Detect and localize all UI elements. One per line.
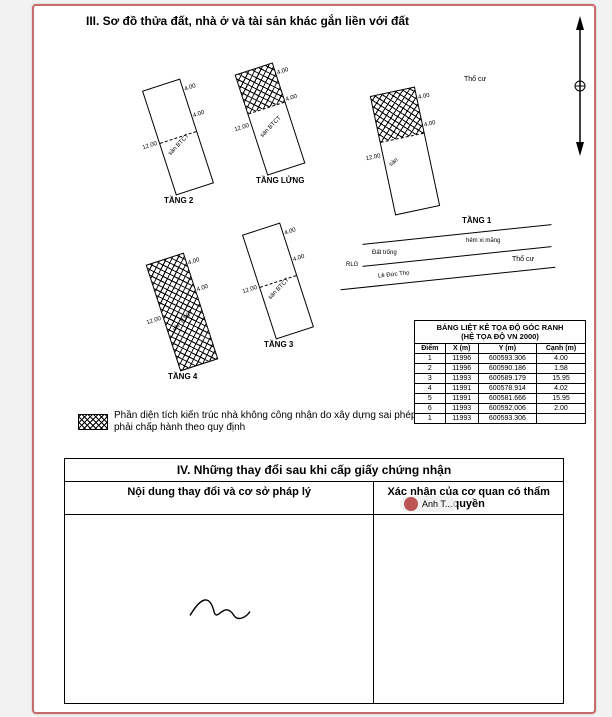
dim-value: 4.00 [418, 93, 431, 101]
coord-cell: 4.02 [536, 384, 585, 394]
section-3-title: III. Sơ đồ thửa đất, nhà ở và tài sản kh… [86, 14, 409, 28]
coord-header: Cạnh (m) [536, 344, 585, 354]
dim-value: 12.00 [234, 123, 250, 133]
dim-value: 4.00 [423, 120, 436, 128]
coord-cell: 4 [415, 384, 446, 394]
dim-value: 4.00 [276, 67, 289, 76]
coord-cell [536, 414, 585, 424]
dim-value: 4.00 [184, 83, 197, 92]
coord-cell: 11993 [445, 404, 478, 414]
floor-label-tang3: TẦNG 3 [264, 340, 293, 349]
floor-label-tang1: TẦNG 1 [462, 216, 491, 225]
coord-cell: 1.58 [536, 364, 585, 374]
label-street: Lê Đức Thọ [378, 270, 410, 279]
coord-cell: 600589.179 [478, 374, 536, 384]
dim-value: 12.00 [365, 153, 381, 162]
ground-line-1 [362, 224, 551, 245]
dim-value: 4.00 [284, 227, 297, 236]
section-4-title: IV. Những thay đổi sau khi cấp giấy chứn… [65, 459, 564, 482]
table-row: 511991600581.66615.95 [415, 394, 586, 404]
coord-header: Điểm [415, 344, 446, 354]
floorplan-tang3: sàn BTCT4.004.0012.00 [242, 223, 314, 340]
floorplan-tang2: sàn BTCT4.004.0012.00 [142, 79, 214, 196]
floorplan-tang4: sàn BTCT4.004.0012.00 [146, 253, 219, 372]
coord-cell: 11991 [445, 394, 478, 404]
coord-cell: 5 [415, 394, 446, 404]
dim-value: 12.00 [242, 285, 258, 295]
floor-label-tang4: TẦNG 4 [168, 372, 197, 381]
label-dat-trong: Đất trống [372, 250, 397, 256]
coord-cell: 15.95 [536, 394, 585, 404]
dim-value: 4.00 [292, 254, 305, 263]
table-row: 311993600589.17915.95 [415, 374, 586, 384]
dim-value: 4.00 [187, 257, 200, 266]
page-root: ó HÓ Bus III. Sơ đồ thửa đất, nhà ở và t… [0, 0, 612, 717]
table-row: 611993600592.0062.00 [415, 404, 586, 414]
label-tho-cu-2: Thổ cư [512, 256, 534, 263]
changes-content-cell [65, 515, 374, 704]
coord-cell: 600593.306 [478, 414, 536, 424]
coord-caption-1: BẢNG LIỆT KÊ TỌA ĐỘ GÓC RANH [437, 323, 564, 332]
coord-cell: 600592.006 [478, 404, 536, 414]
table-row: 111996600593.3064.00 [415, 354, 586, 364]
label-tho-cu-1: Thổ cư [464, 76, 486, 83]
coord-caption-2: (HỆ TỌA ĐỘ VN 2000) [461, 332, 539, 341]
dim-value: 4.00 [196, 284, 209, 293]
coord-cell: 3 [415, 374, 446, 384]
coord-cell: 1 [415, 354, 446, 364]
legend-hatch-swatch [78, 414, 108, 430]
dim-value: 4.00 [285, 94, 298, 103]
table-row: 411991600578.9144.02 [415, 384, 586, 394]
ground-line-3 [341, 267, 556, 291]
uploader-name: Anh T... [422, 499, 452, 509]
coord-cell: 1 [415, 414, 446, 424]
coord-cell: 600578.914 [478, 384, 536, 394]
authority-cell [374, 515, 564, 704]
avatar-icon [404, 497, 418, 511]
coord-cell: 2.00 [536, 404, 585, 414]
floor-label-tang2: TẦNG 2 [164, 196, 193, 205]
coord-cell: 6 [415, 404, 446, 414]
coord-cell: 4.00 [536, 354, 585, 364]
coord-cell: 2 [415, 364, 446, 374]
document-sheet: III. Sơ đồ thửa đất, nhà ở và tài sản kh… [32, 4, 596, 714]
coord-cell: 15.95 [536, 374, 585, 384]
coord-cell: 11996 [445, 354, 478, 364]
compass-north-icon [572, 16, 588, 156]
coordinate-table: BẢNG LIỆT KÊ TỌA ĐỘ GÓC RANH(HỆ TỌA ĐỘ V… [414, 320, 586, 424]
coord-cell: 11993 [445, 414, 478, 424]
coord-header: Y (m) [478, 344, 536, 354]
signature-mark-icon [184, 590, 254, 629]
uploader-badge: Anh T... [400, 496, 456, 512]
san-label: sàn [388, 157, 399, 168]
table-row: 111993600593.306 [415, 414, 586, 424]
dim-value: 4.00 [192, 110, 205, 119]
label-rlg: RLG [346, 262, 358, 268]
table-row: 211996600590.1861.58 [415, 364, 586, 374]
coord-header: X (m) [445, 344, 478, 354]
dim-value: 12.00 [142, 141, 158, 151]
coord-cell: 600593.306 [478, 354, 536, 364]
floor-label-tanglung: TẦNG LỬNG [256, 176, 304, 185]
coord-cell: 11996 [445, 364, 478, 374]
san-label: sàn BTCT [260, 115, 283, 139]
coord-cell: 11991 [445, 384, 478, 394]
section-4-table: IV. Những thay đổi sau khi cấp giấy chứn… [64, 458, 564, 704]
label-hem: hẻm xi măng [466, 238, 500, 244]
floorplan-tang1: sàn4.004.0012.00 [370, 87, 440, 216]
coord-cell: 600590.186 [478, 364, 536, 374]
dim-value: 12.00 [146, 316, 162, 326]
coord-cell: 600581.666 [478, 394, 536, 404]
coord-cell: 11993 [445, 374, 478, 384]
section-4-col1: Nội dung thay đổi và cơ sở pháp lý [65, 482, 374, 515]
floorplan-tanglung: sàn BTCT 4.00 4.00 12.00 [235, 62, 306, 175]
